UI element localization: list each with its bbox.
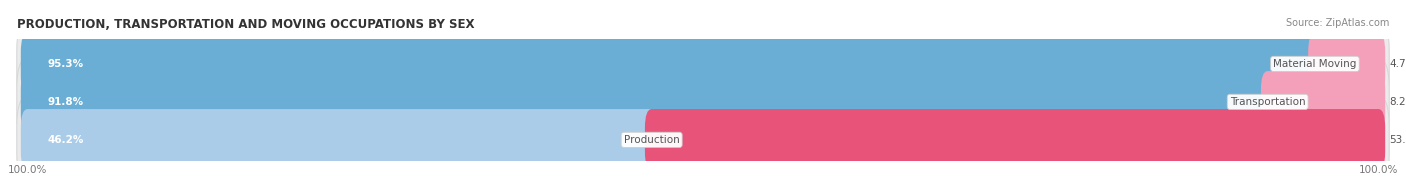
- FancyBboxPatch shape: [21, 33, 1322, 95]
- FancyBboxPatch shape: [1308, 33, 1385, 95]
- FancyBboxPatch shape: [21, 71, 1274, 133]
- FancyBboxPatch shape: [17, 97, 1389, 183]
- Text: 8.2%: 8.2%: [1389, 97, 1406, 107]
- FancyBboxPatch shape: [17, 21, 1389, 107]
- FancyBboxPatch shape: [645, 109, 1385, 171]
- Text: Production: Production: [624, 135, 679, 145]
- Text: PRODUCTION, TRANSPORTATION AND MOVING OCCUPATIONS BY SEX: PRODUCTION, TRANSPORTATION AND MOVING OC…: [17, 18, 474, 31]
- Text: Source: ZipAtlas.com: Source: ZipAtlas.com: [1285, 18, 1389, 28]
- FancyBboxPatch shape: [1261, 71, 1385, 133]
- FancyBboxPatch shape: [17, 59, 1389, 145]
- Text: Material Moving: Material Moving: [1274, 59, 1357, 69]
- Text: 91.8%: 91.8%: [48, 97, 84, 107]
- Text: 46.2%: 46.2%: [48, 135, 84, 145]
- Text: Transportation: Transportation: [1230, 97, 1306, 107]
- Text: 53.8%: 53.8%: [1389, 135, 1406, 145]
- FancyBboxPatch shape: [21, 109, 658, 171]
- Text: 95.3%: 95.3%: [48, 59, 84, 69]
- Text: 4.7%: 4.7%: [1389, 59, 1406, 69]
